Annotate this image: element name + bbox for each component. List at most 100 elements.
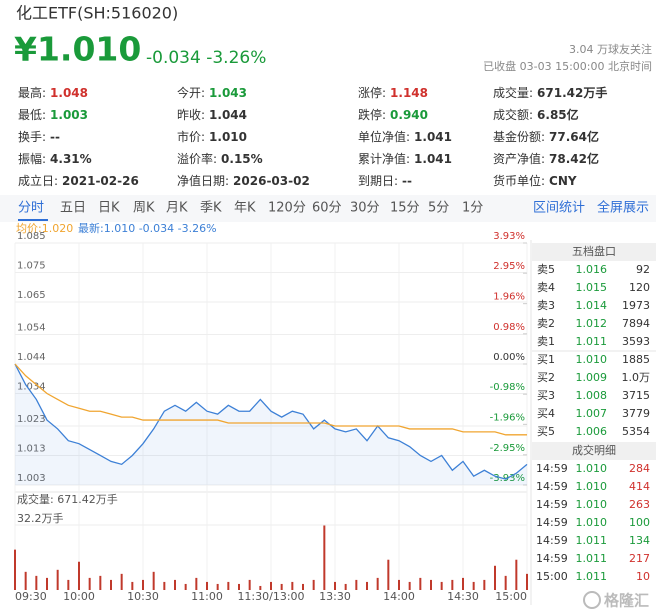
volume-bar — [142, 579, 144, 590]
volume-bar — [440, 581, 443, 590]
trade-price: 1.011 — [576, 570, 608, 583]
tool[interactable]: 全屏展示 — [597, 200, 649, 216]
tool[interactable]: 区间统计 — [533, 201, 585, 216]
y-tick-label: 1.044 — [17, 352, 46, 363]
ob-price: 1.011 — [576, 335, 608, 348]
tab[interactable]: 1分 — [462, 201, 483, 216]
tab[interactable]: 年K — [234, 201, 256, 216]
tab[interactable]: 日K — [98, 201, 120, 216]
stat: 今开: 1.043 — [177, 85, 247, 100]
tab[interactable]: 15分 — [390, 201, 420, 216]
ob-label: 买3 — [537, 389, 555, 402]
tab[interactable]: 30分 — [350, 201, 380, 216]
stat: 资产净值: 78.42亿 — [493, 151, 599, 166]
volume-bar — [78, 561, 80, 590]
volume-bar — [334, 581, 336, 590]
volume-bar — [483, 579, 486, 590]
y2-tick-label: 1.96% — [493, 292, 525, 303]
ob-volume: 1885 — [622, 353, 650, 366]
volume-bar — [206, 581, 208, 590]
ob-label: 卖1 — [537, 335, 555, 348]
volume-bar — [35, 575, 38, 590]
y2-tick-label: -0.98% — [490, 382, 525, 393]
volume-bar — [376, 577, 379, 590]
stat-label: 换手: — [18, 130, 46, 144]
stat-value: -- — [402, 174, 412, 188]
y2-tick-label: 0.00% — [493, 352, 525, 363]
stat-label: 累计净值: — [358, 151, 410, 166]
ob-volume: 1.0万 — [622, 371, 651, 384]
volume-bar — [120, 573, 123, 590]
volume-bar — [323, 525, 326, 590]
tab[interactable]: 月K — [166, 201, 188, 216]
volume-bar — [312, 579, 315, 590]
stat: 成立日: 2021-02-26 — [18, 173, 139, 188]
y2-tick-label: -2.95% — [490, 443, 525, 454]
ob-label: 买2 — [537, 371, 555, 384]
volume-bar — [163, 581, 166, 590]
stat-value: 78.42亿 — [549, 151, 599, 166]
stat: 累计净值: 1.041 — [358, 151, 452, 166]
stat-label: 跌停: — [358, 107, 386, 122]
volume-bar — [195, 577, 198, 590]
trade-volume: 134 — [629, 534, 650, 547]
trade-price: 1.010 — [576, 498, 608, 511]
stat-label: 溢价率: — [177, 151, 217, 166]
ob-label: 买1 — [537, 353, 555, 366]
trade-time: 14:59 — [536, 516, 568, 529]
volume-bar — [419, 577, 422, 590]
stat-value: 1.148 — [390, 86, 428, 100]
tab[interactable]: 分时 — [18, 201, 44, 216]
ob-label: 卖2 — [537, 317, 555, 330]
stat-label: 最低: — [18, 108, 46, 122]
stat-label: 成立日: — [18, 173, 58, 188]
tab[interactable]: 5分 — [428, 201, 449, 216]
y-tick-label: 1.085 — [17, 231, 46, 242]
tab[interactable]: 周K — [133, 201, 155, 216]
stat: 跌停: 0.940 — [358, 107, 428, 122]
ob-label: 卖4 — [537, 281, 555, 294]
volume-bar — [355, 579, 358, 590]
stat-value: 77.64亿 — [549, 129, 599, 144]
volume-bar — [24, 571, 27, 590]
watermark: 格隆汇 — [604, 592, 649, 610]
stat-value: -- — [50, 130, 60, 144]
volume-bar — [515, 559, 518, 590]
ob-volume: 120 — [629, 281, 650, 294]
tab[interactable]: 季K — [200, 201, 222, 216]
volume-bar — [462, 577, 464, 590]
trade-volume: 414 — [629, 480, 650, 493]
stat: 昨收: 1.044 — [177, 108, 247, 122]
stat-label: 净值日期: — [177, 173, 229, 188]
x-tick-label: 11:30/13:00 — [237, 590, 304, 603]
ob-volume: 3593 — [622, 335, 650, 348]
tab[interactable]: 五日 — [60, 201, 86, 216]
x-tick-label: 10:30 — [127, 590, 159, 603]
volume-tick-label: 32.2万手 — [17, 511, 64, 525]
stat-label: 单位净值: — [358, 129, 410, 144]
stat-value: 671.42万手 — [537, 85, 607, 100]
volume-bar — [291, 581, 294, 590]
ob-label: 买5 — [537, 425, 555, 438]
stat-value: 1.041 — [414, 152, 452, 166]
stat: 最高: 1.048 — [18, 85, 88, 100]
trade-volume: 10 — [636, 570, 650, 583]
volume-bar — [526, 573, 528, 590]
volume-bar — [494, 565, 496, 590]
stat: 单位净值: 1.041 — [358, 129, 452, 144]
volume-bar — [472, 581, 475, 590]
tab[interactable]: 60分 — [312, 201, 342, 216]
tab[interactable]: 120分 — [268, 201, 306, 216]
volume-bar — [46, 577, 48, 590]
volume-bar — [270, 581, 272, 590]
stat-label: 成交量: — [493, 85, 533, 100]
stat: 市价: 1.010 — [177, 129, 247, 144]
volume-bar — [216, 583, 219, 590]
volume-bar — [398, 579, 400, 590]
stat: 到期日: -- — [358, 174, 412, 188]
stat: 基金份额: 77.64亿 — [493, 129, 599, 144]
volume-bar — [14, 549, 16, 590]
trade-price: 1.010 — [576, 480, 608, 493]
trade-time: 14:59 — [536, 462, 568, 475]
